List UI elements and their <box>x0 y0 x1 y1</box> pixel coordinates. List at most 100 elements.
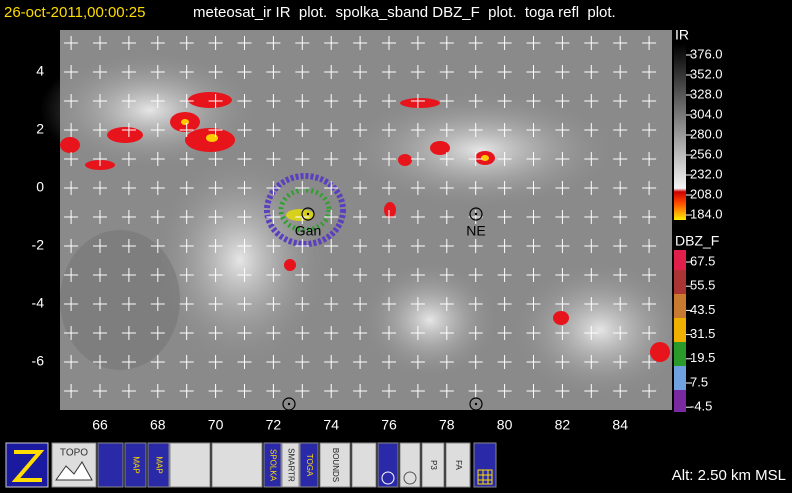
grid-cross <box>497 297 512 311</box>
grid-cross <box>584 297 599 311</box>
tool-button[interactable] <box>377 442 399 488</box>
grid-cross <box>237 239 252 253</box>
tool-button[interactable] <box>97 442 124 488</box>
tool-button[interactable] <box>147 442 170 488</box>
grid-cross <box>121 65 136 79</box>
grid-cross <box>121 239 136 253</box>
grid-cross <box>237 152 252 166</box>
lon-label: 66 <box>92 417 108 433</box>
grid-cross <box>613 94 628 108</box>
colorbar-label: 208.0 <box>690 186 723 201</box>
lon-label: 80 <box>497 417 513 433</box>
grid-cross <box>382 36 396 50</box>
grid-cross <box>121 355 136 369</box>
lon-label: 70 <box>208 417 224 433</box>
colorbar-label: 328.0 <box>690 86 723 101</box>
colorbar-label: 7.5 <box>690 374 708 389</box>
button-label: MAP <box>154 456 163 473</box>
grid-cross <box>121 326 136 340</box>
site-label: Gan <box>295 223 321 239</box>
grid-cross <box>410 210 425 224</box>
grid-cross <box>439 326 454 340</box>
grid-cross <box>324 123 339 137</box>
grid-cross <box>526 36 541 50</box>
tool-button[interactable] <box>473 442 497 488</box>
grid-cross <box>555 297 570 311</box>
grid-cross <box>64 152 79 166</box>
grid-cross <box>497 239 512 253</box>
grid-cross <box>439 210 454 224</box>
tool-button[interactable] <box>211 442 263 488</box>
grid-cross <box>121 181 136 195</box>
grid-cross <box>237 297 252 311</box>
grid-cross <box>324 297 339 311</box>
grid-cross <box>497 355 512 369</box>
grid-cross <box>121 94 136 108</box>
grid-cross <box>93 326 107 340</box>
lon-label: 68 <box>150 417 166 433</box>
clear-sky <box>60 230 180 370</box>
tool-button[interactable] <box>169 442 211 488</box>
grid-cross <box>179 268 194 282</box>
grid-cross <box>150 123 165 137</box>
grid-cross <box>179 297 194 311</box>
tool-button[interactable] <box>399 442 421 488</box>
tool-button[interactable] <box>445 442 471 488</box>
grid-cross <box>121 210 136 224</box>
grid-cross <box>353 326 368 340</box>
grid <box>64 36 657 398</box>
grid-cross <box>526 65 541 79</box>
grid-cross <box>179 123 194 137</box>
map <box>40 30 690 410</box>
tool-button[interactable] <box>319 442 351 488</box>
grid-cross <box>410 181 425 195</box>
grid-cross <box>642 36 657 50</box>
grid-cross <box>613 36 628 50</box>
grid-cross <box>121 268 136 282</box>
tool-button[interactable] <box>124 442 147 488</box>
grid-cross <box>150 210 165 224</box>
grid-cross <box>208 36 223 50</box>
grid-cross <box>208 181 223 195</box>
grid-cross <box>266 210 281 224</box>
tool-button[interactable] <box>299 442 319 488</box>
grid-cross <box>208 355 223 369</box>
grid-cross <box>237 355 252 369</box>
grid-cross <box>353 239 368 253</box>
grid-cross <box>121 297 136 311</box>
tool-button[interactable] <box>281 442 300 488</box>
grid-cross <box>266 181 281 195</box>
grid-cross <box>324 384 339 398</box>
lon-label: 72 <box>266 417 282 433</box>
grid-cross <box>613 123 628 137</box>
grid-cross <box>93 239 107 253</box>
grid-cross <box>410 239 425 253</box>
tool-button[interactable] <box>263 442 282 488</box>
grid-cross <box>497 36 512 50</box>
grid-cross <box>642 94 657 108</box>
grid-cross <box>410 123 425 137</box>
grid-cross <box>121 36 136 50</box>
grid-cross <box>439 239 454 253</box>
grid-cross <box>526 152 541 166</box>
grid-cross <box>150 326 165 340</box>
grid-cross <box>468 239 483 253</box>
tool-button[interactable] <box>421 442 445 488</box>
lat-label: -6 <box>32 353 45 369</box>
grid-cross <box>324 181 339 195</box>
grid-cross <box>93 210 107 224</box>
plot-title: meteosat_ir IR plot. spolka_sband DBZ_F … <box>193 4 616 21</box>
tool-button[interactable] <box>351 442 377 488</box>
radar-echo <box>264 173 346 247</box>
grid-cross <box>410 326 425 340</box>
grid-cross <box>642 123 657 137</box>
grid-cross <box>295 65 310 79</box>
grid-cross <box>93 65 107 79</box>
grid-cross <box>64 297 79 311</box>
lat-label: 4 <box>36 63 44 79</box>
colorbar-label: 184.0 <box>690 206 723 221</box>
site-dot <box>474 212 478 216</box>
grid-cross <box>353 36 368 50</box>
grid-cross <box>584 36 599 50</box>
grid-cross <box>266 36 281 50</box>
